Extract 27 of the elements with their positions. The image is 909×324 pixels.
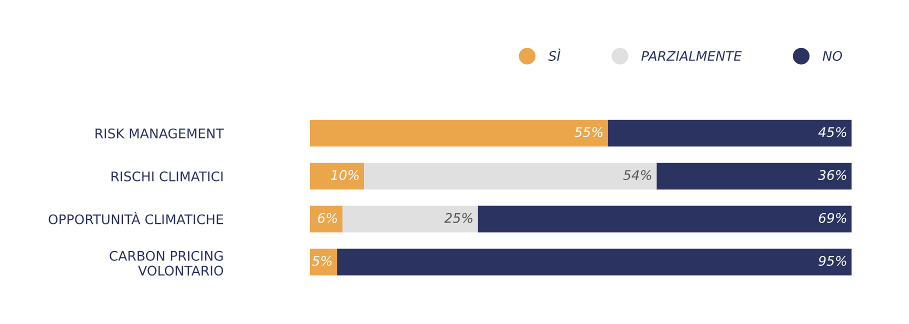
- y-tick-label: CARBON PRICING VOLONTARIO: [110, 250, 224, 276]
- data-label: 95%: [818, 256, 846, 266]
- bar: [337, 248, 852, 276]
- data-label: 45%: [818, 127, 846, 138]
- legend-label: NO: [822, 50, 842, 61]
- bar: [608, 120, 852, 147]
- bar: [342, 206, 478, 232]
- bar: [364, 162, 657, 190]
- y-tick-label: RISK MANAGEMENT: [96, 128, 224, 138]
- data-label: 55%: [574, 127, 602, 138]
- bar: [478, 206, 852, 232]
- data-label: 6%: [318, 212, 337, 223]
- bar: [310, 120, 608, 147]
- legend-label: PARZIALMENTE: [641, 51, 742, 61]
- y-tick-label: OPPORTUNITÀ CLIMATICHE: [48, 212, 224, 224]
- data-label: 10%: [331, 170, 359, 180]
- bar: [310, 162, 364, 190]
- bar: [310, 248, 338, 276]
- legend-label: SÌ: [548, 48, 561, 61]
- data-label: 5%: [312, 256, 332, 266]
- data-label: 36%: [818, 170, 846, 180]
- data-label: 25%: [444, 212, 472, 223]
- bar: [310, 206, 342, 232]
- bar: [656, 162, 852, 190]
- y-tick-label: RISCHI CLIMATICI: [112, 171, 223, 182]
- data-label: 54%: [623, 170, 652, 180]
- data-label: 69%: [818, 212, 846, 223]
